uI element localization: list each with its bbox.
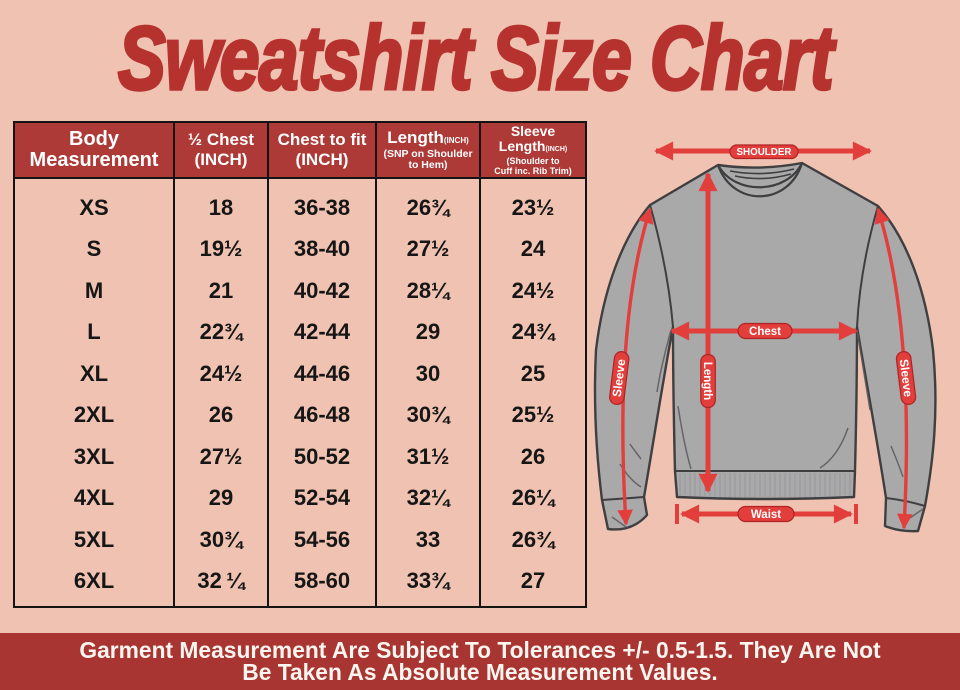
svg-text:Length: Length — [701, 362, 713, 400]
svg-text:Waist: Waist — [751, 509, 781, 521]
svg-text:SHOULDER: SHOULDER — [737, 147, 792, 158]
svg-text:Sleeve: Sleeve — [897, 358, 916, 398]
svg-text:Sleeve: Sleeve — [610, 358, 629, 398]
svg-text:Chest: Chest — [749, 326, 781, 338]
